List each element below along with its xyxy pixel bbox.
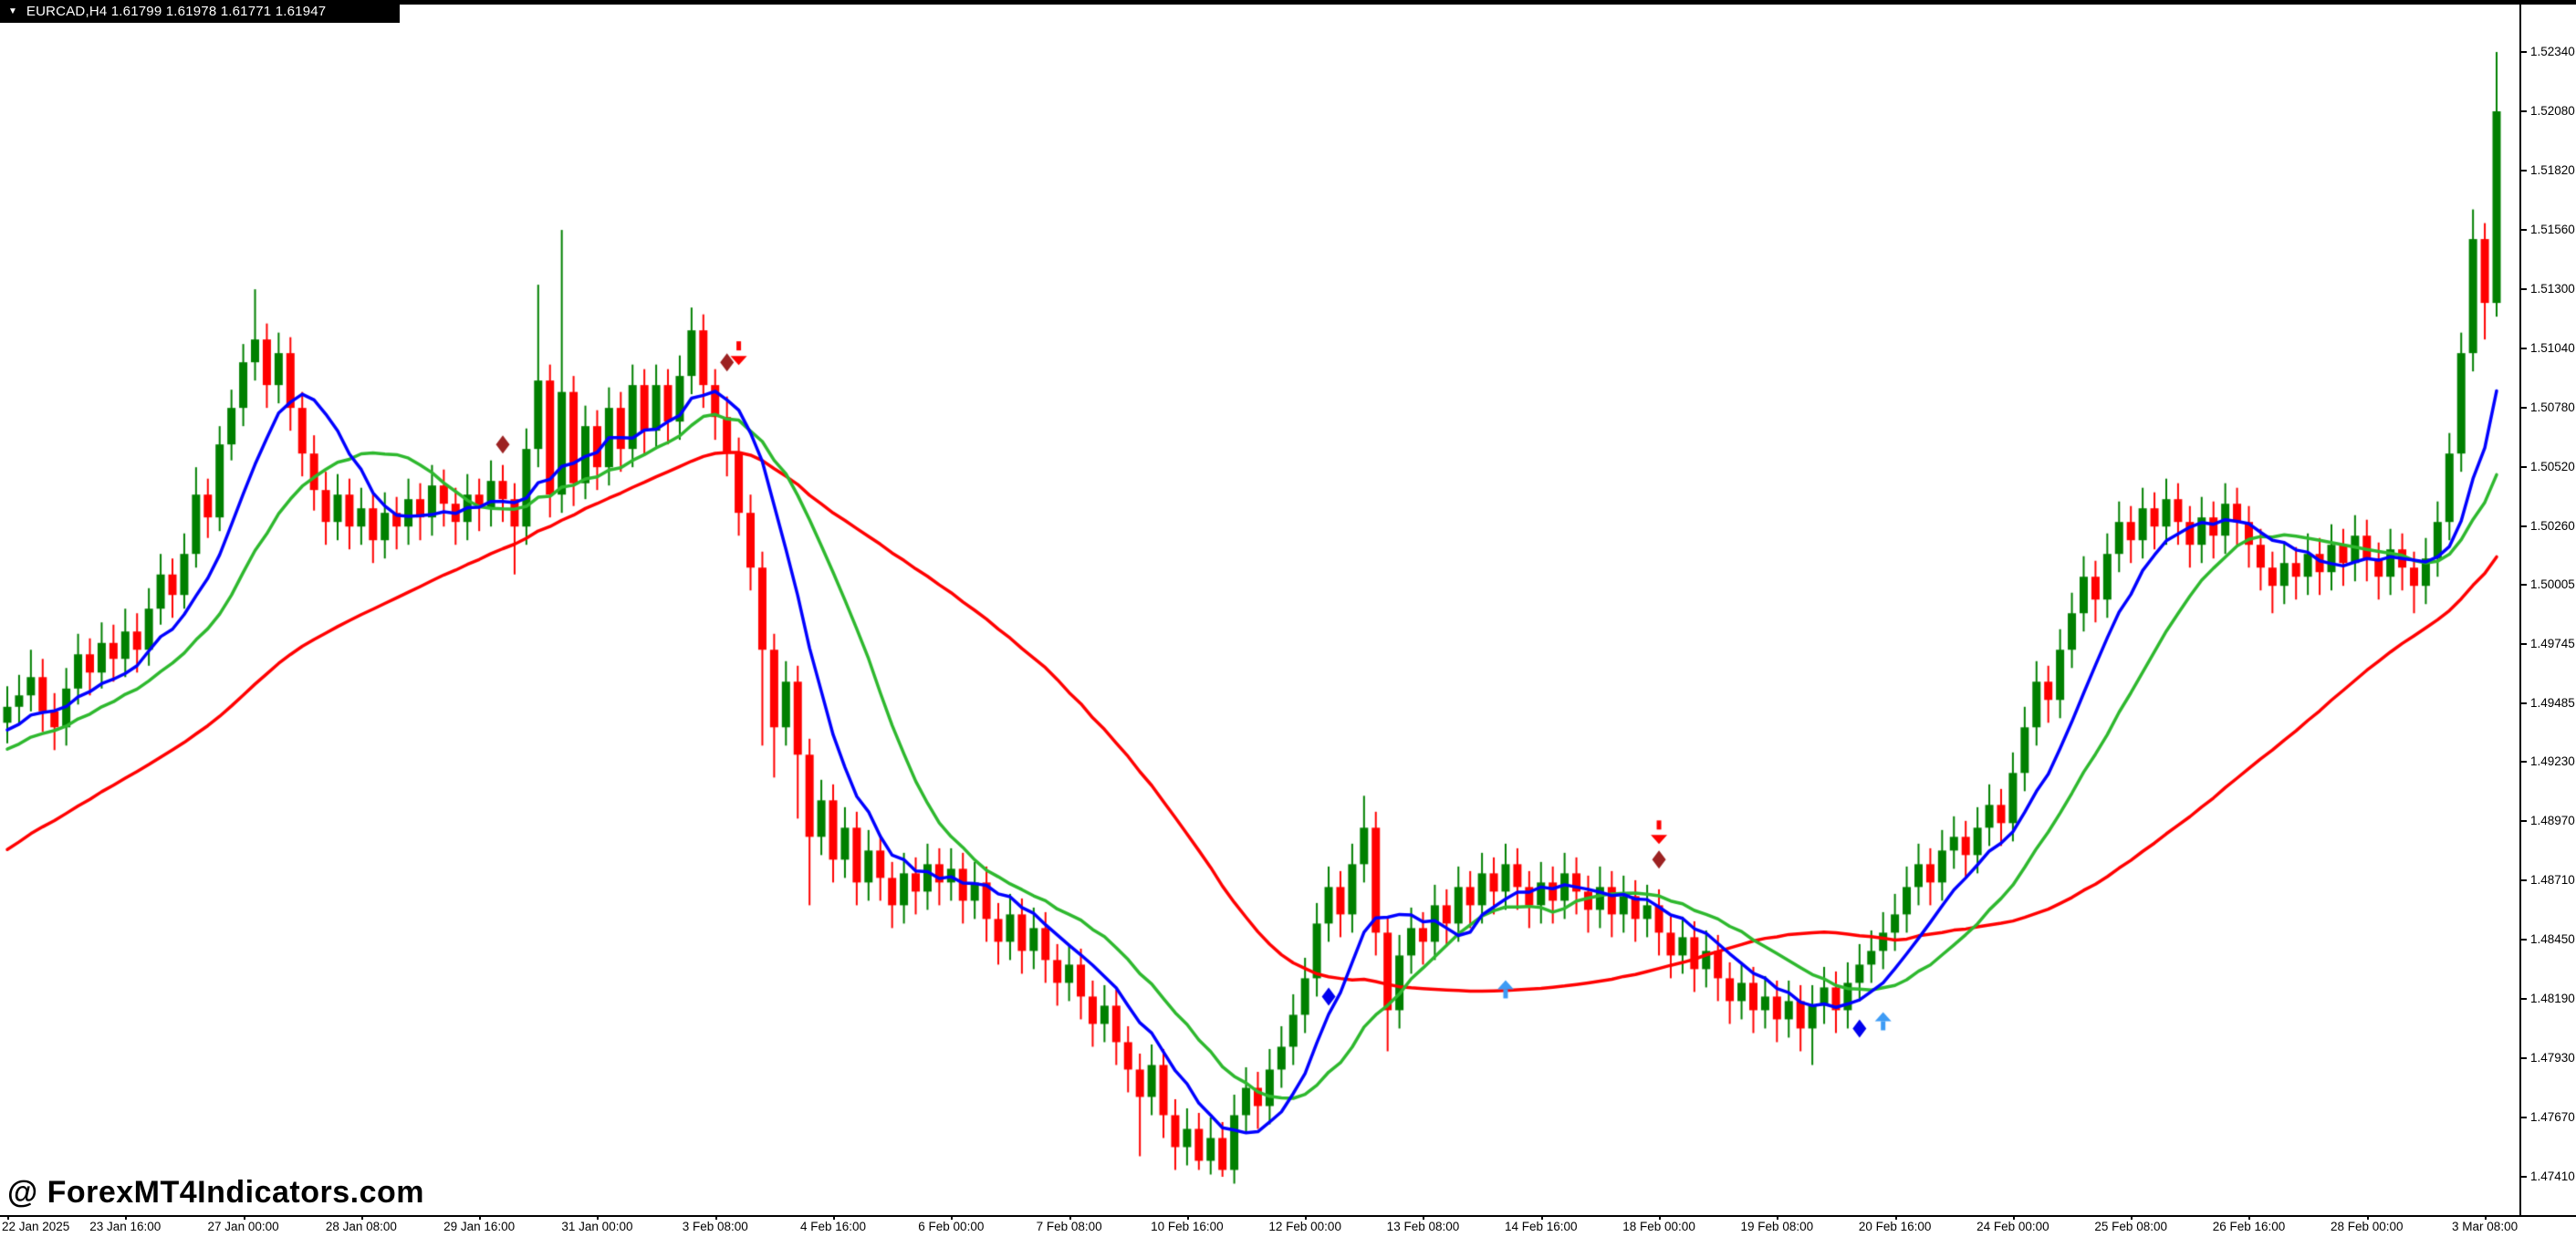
price-tick-label: 1.50005 bbox=[2530, 577, 2575, 591]
price-axis[interactable]: 1.52340 1.52080 1.51820 1.51560 1.51300 1.510… bbox=[2520, 0, 2576, 1215]
time-axis-tick bbox=[1423, 1215, 1425, 1220]
time-axis-tick bbox=[1894, 1215, 1897, 1220]
time-axis-tick bbox=[597, 1215, 600, 1220]
time-axis-tick bbox=[2131, 1215, 2133, 1220]
price-tick-label: 1.51040 bbox=[2530, 341, 2575, 356]
price-chart-plot-area[interactable] bbox=[0, 0, 2520, 1215]
time-axis-tick bbox=[1540, 1215, 1543, 1220]
price-tick-label: 1.48190 bbox=[2530, 991, 2575, 1005]
time-tick-label: 3 Feb 08:00 bbox=[682, 1220, 748, 1233]
time-axis-border bbox=[0, 1215, 2576, 1217]
time-axis-tick bbox=[1186, 1215, 1189, 1220]
time-tick-label: 12 Feb 00:00 bbox=[1268, 1220, 1341, 1233]
time-tick-label: 26 Feb 16:00 bbox=[2212, 1220, 2286, 1233]
time-tick-label: 20 Feb 16:00 bbox=[1858, 1220, 1932, 1233]
price-axis-border bbox=[2519, 4, 2521, 1216]
price-tick-label: 1.49485 bbox=[2530, 696, 2575, 711]
price-tick-label: 1.50260 bbox=[2530, 519, 2575, 534]
chart-title-bar: ▼ EURCAD,H4 1.61799 1.61978 1.61771 1.61… bbox=[0, 0, 400, 23]
price-axis-tick bbox=[2520, 110, 2527, 113]
time-axis-tick bbox=[479, 1215, 482, 1220]
price-axis-tick bbox=[2520, 702, 2527, 705]
time-tick-label: 28 Feb 00:00 bbox=[2330, 1220, 2404, 1233]
time-tick-label: 27 Jan 00:00 bbox=[207, 1220, 279, 1233]
time-axis-tick bbox=[2366, 1215, 2369, 1220]
price-axis-tick bbox=[2520, 760, 2527, 763]
time-tick-label: 7 Feb 08:00 bbox=[1036, 1220, 1102, 1233]
price-tick-label: 1.50520 bbox=[2530, 460, 2575, 474]
price-tick-label: 1.47410 bbox=[2530, 1169, 2575, 1183]
price-axis-tick bbox=[2520, 997, 2527, 1000]
time-axis-tick bbox=[1305, 1215, 1308, 1220]
time-tick-label: 22 Jan 2025 bbox=[2, 1220, 70, 1233]
price-tick-label: 1.52340 bbox=[2530, 45, 2575, 58]
price-axis-tick bbox=[2520, 938, 2527, 941]
price-tick-label: 1.51560 bbox=[2530, 223, 2575, 237]
price-axis-tick bbox=[2520, 288, 2527, 291]
price-axis-tick bbox=[2520, 583, 2527, 586]
time-axis-tick bbox=[714, 1215, 717, 1220]
price-axis-tick bbox=[2520, 878, 2527, 881]
chart-title-text: EURCAD,H4 1.61799 1.61978 1.61771 1.6194… bbox=[26, 4, 327, 19]
time-tick-label: 31 Jan 00:00 bbox=[561, 1220, 633, 1233]
time-axis-tick bbox=[951, 1215, 954, 1220]
time-axis-tick bbox=[125, 1215, 128, 1220]
watermark-text: @ ForexMT4Indicators.com bbox=[7, 1175, 425, 1210]
price-tick-label: 1.49745 bbox=[2530, 637, 2575, 650]
time-axis-tick bbox=[1069, 1215, 1071, 1220]
time-axis-tick bbox=[7, 1215, 9, 1220]
time-tick-label: 14 Feb 16:00 bbox=[1504, 1220, 1578, 1233]
price-axis-tick bbox=[2520, 819, 2527, 822]
price-axis-tick bbox=[2520, 643, 2527, 645]
time-axis-tick bbox=[1777, 1215, 1779, 1220]
price-axis-tick bbox=[2520, 1176, 2527, 1178]
time-axis-tick bbox=[360, 1215, 363, 1220]
price-axis-tick bbox=[2520, 525, 2527, 528]
time-axis-tick bbox=[243, 1215, 245, 1220]
time-tick-label: 28 Jan 08:00 bbox=[325, 1220, 397, 1233]
time-tick-label: 29 Jan 16:00 bbox=[443, 1220, 516, 1233]
time-axis[interactable]: 22 Jan 2025 23 Jan 16:00 27 Jan 00:00 28 Ja… bbox=[0, 1215, 2576, 1237]
time-axis-tick bbox=[2485, 1215, 2487, 1220]
time-tick-label: 4 Feb 16:00 bbox=[799, 1220, 867, 1233]
price-axis-tick bbox=[2520, 348, 2527, 350]
triangle-down-icon: ▼ bbox=[8, 5, 17, 16]
price-tick-label: 1.52080 bbox=[2530, 104, 2575, 119]
time-axis-tick bbox=[2012, 1215, 2015, 1220]
time-tick-label: 6 Feb 00:00 bbox=[918, 1220, 985, 1233]
price-tick-label: 1.50780 bbox=[2530, 400, 2575, 415]
price-tick-label: 1.51820 bbox=[2530, 163, 2575, 178]
price-axis-tick bbox=[2520, 407, 2527, 410]
time-tick-label: 13 Feb 08:00 bbox=[1386, 1220, 1460, 1233]
time-tick-label: 18 Feb 00:00 bbox=[1622, 1220, 1695, 1233]
time-tick-label: 19 Feb 08:00 bbox=[1740, 1220, 1814, 1233]
price-tick-label: 1.51300 bbox=[2530, 282, 2575, 296]
price-tick-label: 1.49230 bbox=[2530, 754, 2575, 768]
price-axis-tick bbox=[2520, 1116, 2527, 1118]
price-tick-label: 1.48970 bbox=[2530, 813, 2575, 827]
price-axis-tick bbox=[2520, 170, 2527, 172]
price-tick-label: 1.48710 bbox=[2530, 872, 2575, 887]
price-axis-tick bbox=[2520, 1056, 2527, 1059]
price-tick-label: 1.47670 bbox=[2530, 1109, 2575, 1124]
price-tick-label: 1.48450 bbox=[2530, 931, 2575, 946]
price-axis-tick bbox=[2520, 51, 2527, 53]
price-axis-tick bbox=[2520, 466, 2527, 469]
price-tick-label: 1.47930 bbox=[2530, 1050, 2575, 1065]
time-tick-label: 3 Mar 08:00 bbox=[2452, 1220, 2519, 1233]
time-tick-label: 10 Feb 16:00 bbox=[1151, 1220, 1224, 1233]
price-axis-tick bbox=[2520, 229, 2527, 232]
time-axis-tick bbox=[833, 1215, 836, 1220]
time-axis-tick bbox=[2248, 1215, 2251, 1220]
time-tick-label: 24 Feb 00:00 bbox=[1976, 1220, 2049, 1233]
time-axis-tick bbox=[1659, 1215, 1662, 1220]
candlestick-canvas[interactable] bbox=[0, 0, 2520, 1215]
time-tick-label: 25 Feb 08:00 bbox=[2094, 1220, 2167, 1233]
time-tick-label: 23 Jan 16:00 bbox=[89, 1220, 162, 1233]
